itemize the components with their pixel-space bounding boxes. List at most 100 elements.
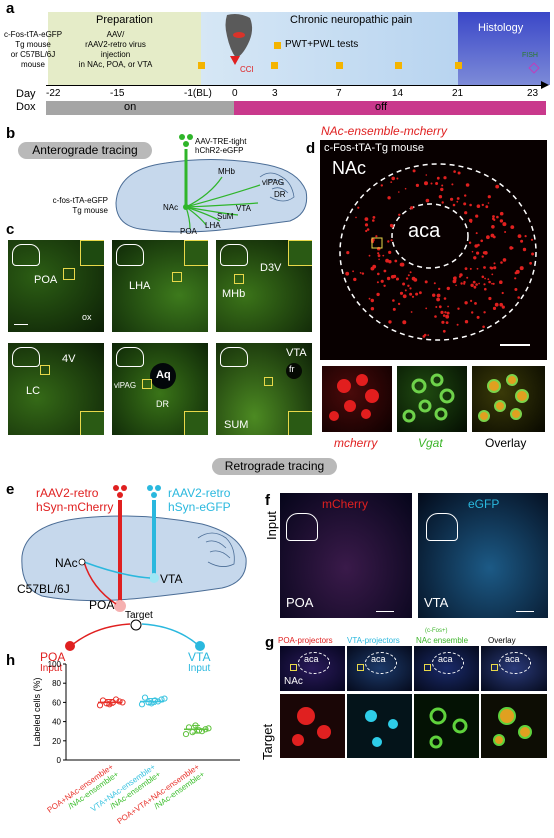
micrograph-vta: VTA fr SUM	[216, 343, 312, 435]
cell-dot	[452, 203, 456, 207]
cell-dot	[480, 239, 483, 243]
micrograph-lc: 4V LC	[8, 343, 104, 435]
histology-title: Histology	[478, 22, 524, 34]
cell-dot	[470, 283, 474, 287]
cell-dot	[377, 272, 380, 276]
cell-dot	[468, 241, 472, 244]
g-micro-overlay: aca	[481, 646, 547, 691]
data-point	[141, 694, 149, 701]
cell-dot	[473, 285, 477, 289]
panel-label-d: d	[306, 140, 316, 157]
cell-dot	[514, 288, 518, 291]
day-tick: -15	[110, 88, 125, 99]
histology-box	[458, 12, 550, 85]
cell-dot	[453, 276, 457, 281]
cell-dot	[499, 302, 503, 307]
anterograde-title: Anterograde tracing	[18, 142, 152, 159]
cell-dot	[531, 252, 535, 256]
cell-dot	[353, 277, 357, 282]
cell-dot	[499, 211, 504, 216]
e-target-label: Target	[125, 610, 153, 621]
region-nac: NAc	[163, 203, 179, 212]
y-axis-label: Labeled cells (%)	[32, 677, 42, 746]
cell-dot	[375, 235, 378, 238]
cell-dot	[438, 195, 443, 199]
cell-dot	[352, 270, 354, 273]
cell-dot	[424, 280, 428, 284]
micrograph-egfp-vta: eGFP VTA	[418, 493, 548, 618]
cell-dot	[464, 320, 469, 324]
cell-dot	[460, 282, 463, 285]
cell-dot	[397, 302, 401, 306]
cell-dot	[388, 260, 392, 264]
cell-dot	[502, 222, 507, 227]
cell-dot	[436, 297, 440, 302]
e-vta-label: VTA	[160, 572, 183, 586]
cell-dot	[465, 183, 470, 187]
cell-dot	[520, 239, 524, 243]
cell-dot	[432, 293, 436, 297]
cell-dot	[471, 250, 474, 253]
cell-dot	[391, 176, 395, 181]
data-point	[96, 702, 104, 709]
cell-dot	[446, 311, 450, 315]
cell-dot	[517, 234, 522, 238]
channel-mcherry: mcherry	[334, 436, 378, 450]
panel-label-c: c	[6, 221, 15, 238]
cell-dot	[481, 203, 484, 207]
cell-dot	[412, 169, 416, 173]
cell-dot	[458, 275, 462, 278]
g-micro-poa: aca NAc	[280, 646, 345, 691]
cell-dot	[370, 298, 374, 303]
cell-dot	[496, 215, 499, 219]
cell-dot	[456, 197, 460, 200]
cell-dot	[524, 235, 527, 238]
test-marker-icon	[455, 62, 462, 69]
prep-box	[48, 12, 201, 85]
cell-dot	[399, 262, 404, 267]
cell-dot	[396, 177, 399, 180]
cell-dot	[407, 274, 410, 277]
cell-dot	[435, 306, 438, 308]
micrograph-vgat	[397, 366, 467, 432]
g-poa-proj: POA-projectors	[278, 636, 333, 645]
cell-dot	[376, 292, 380, 297]
cell-dot	[455, 284, 457, 287]
x-category-line: POA+NAc-ensemble+	[46, 762, 116, 815]
retrograde-title: Retrograde tracing	[212, 458, 337, 475]
tg-mouse-label: c-fos-tTA-eGFP Tg mouse	[52, 196, 108, 215]
cell-dot	[476, 267, 479, 270]
micrograph-aq: Aq vlPAG DR	[112, 343, 208, 435]
retro-circuit-diagram	[21, 485, 247, 651]
fish-label: FISH	[522, 52, 538, 59]
cell-dot	[404, 289, 407, 292]
g-nac-ens: NAc ensemble	[416, 636, 469, 645]
cell-dot	[481, 255, 484, 258]
cell-dot	[436, 176, 440, 180]
cell-dot	[411, 295, 415, 298]
cell-dot	[464, 301, 468, 305]
data-point	[189, 729, 196, 736]
cell-dot	[484, 277, 486, 280]
cell-dot	[470, 299, 473, 302]
cell-dot	[383, 269, 387, 273]
aav-virus-label: AAV-TRE-tight hChR2-eGFP	[195, 137, 247, 155]
cell-dot	[402, 282, 406, 286]
cell-dot	[486, 235, 490, 240]
cell-dot	[427, 334, 429, 336]
cell-dot	[444, 311, 447, 314]
region-sum: SuM	[217, 212, 234, 221]
cell-dot	[476, 204, 481, 208]
cell-dot	[392, 307, 396, 311]
cell-dot	[435, 182, 439, 185]
cell-dot	[470, 221, 473, 223]
cell-dot	[491, 273, 494, 276]
cell-dot	[376, 246, 381, 251]
cell-dot	[409, 271, 412, 274]
mouse-head-icon	[225, 14, 253, 58]
cell-dot	[434, 315, 437, 318]
cell-dot	[399, 291, 404, 295]
cell-dot	[482, 325, 485, 329]
panel-label-a: a	[6, 0, 15, 17]
cell-dot	[388, 320, 392, 324]
